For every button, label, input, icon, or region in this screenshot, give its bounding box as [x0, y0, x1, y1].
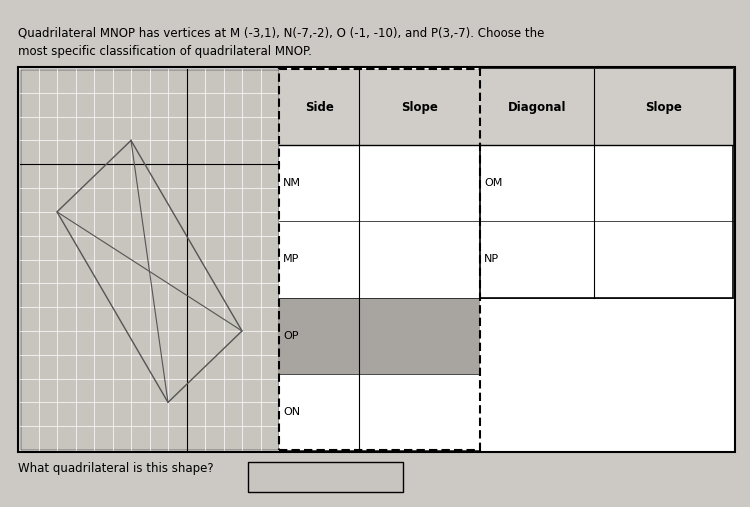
Text: OM: OM	[484, 178, 502, 188]
Text: Quadrilateral MNOP has vertices at M (-3,1), N(-7,-2), O (-1, -10), and P(3,-7).: Quadrilateral MNOP has vertices at M (-3…	[18, 27, 544, 40]
Text: NP: NP	[484, 255, 500, 265]
Bar	[20, 69, 279, 450]
Text: Slope: Slope	[645, 100, 682, 114]
Bar	[480, 69, 733, 298]
Bar	[279, 298, 480, 374]
Bar	[480, 69, 733, 145]
Bar	[248, 462, 403, 492]
Text: Slope: Slope	[401, 100, 438, 114]
Text: MP: MP	[283, 255, 299, 265]
Text: ON: ON	[283, 407, 300, 417]
Text: Side: Side	[304, 100, 334, 114]
Bar	[18, 67, 735, 452]
Bar	[279, 69, 480, 450]
Bar	[279, 69, 480, 145]
Text: OP: OP	[283, 331, 298, 341]
Bar	[279, 69, 480, 450]
Text: most specific classification of quadrilateral MNOP.: most specific classification of quadrila…	[18, 45, 312, 58]
Text: NM: NM	[283, 178, 301, 188]
Text: What quadrilateral is this shape?: What quadrilateral is this shape?	[18, 462, 214, 475]
Text: Diagonal: Diagonal	[508, 100, 566, 114]
